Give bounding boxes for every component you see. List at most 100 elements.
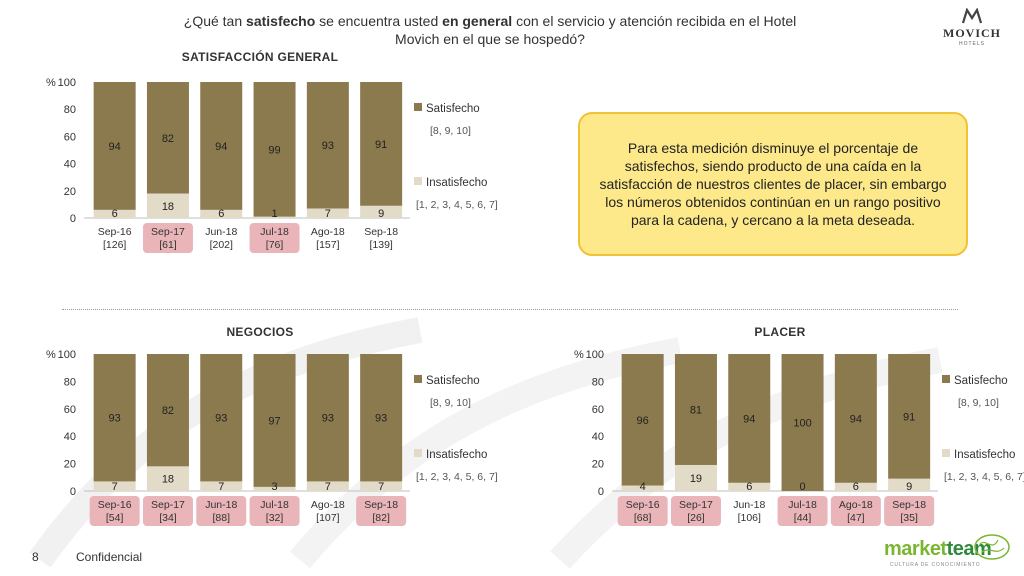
legend-detail-insatisfecho: [1, 2, 3, 4, 5, 6, 7] bbox=[416, 471, 498, 483]
data-label-satisfecho: 81 bbox=[690, 404, 702, 416]
x-tick-label: Jul-18 bbox=[788, 499, 817, 511]
x-tick-label: Sep-17 bbox=[679, 499, 713, 511]
sample-base-label: [34] bbox=[159, 512, 177, 524]
bar-insatisfecho bbox=[834, 482, 877, 491]
legend-swatch-insatisfecho bbox=[414, 449, 422, 457]
data-label-satisfecho: 94 bbox=[850, 413, 862, 425]
data-label-satisfecho: 93 bbox=[322, 413, 334, 425]
legend-label-insatisfecho: Insatisfecho bbox=[426, 177, 487, 189]
y-tick-label: 80 bbox=[64, 104, 76, 116]
data-label-satisfecho: 94 bbox=[215, 141, 227, 153]
data-label-insatisfecho: 0 bbox=[799, 481, 805, 493]
legend-swatch-insatisfecho bbox=[942, 449, 950, 457]
x-tick-label: Sep-17 bbox=[151, 226, 185, 238]
section-divider bbox=[62, 309, 958, 310]
y-tick-label: 20 bbox=[64, 459, 76, 471]
brain-icon bbox=[974, 534, 1010, 560]
x-tick-label: Jul-18 bbox=[260, 226, 289, 238]
category-highlight bbox=[249, 496, 300, 526]
page-title: ¿Qué tan satisfecho se encuentra usted e… bbox=[183, 13, 797, 47]
legend-label-satisfecho: Satisfecho bbox=[426, 103, 480, 115]
bar-insatisfecho bbox=[200, 481, 243, 491]
category-highlight bbox=[670, 496, 721, 526]
data-label-insatisfecho: 7 bbox=[218, 481, 224, 493]
data-label-insatisfecho: 6 bbox=[218, 208, 224, 220]
chart-title-placer: PLACER bbox=[754, 325, 806, 339]
sample-base-label: [106] bbox=[738, 512, 761, 524]
bar-insatisfecho bbox=[253, 216, 296, 218]
y-tick-label: 100 bbox=[58, 77, 76, 89]
y-axis-label: % bbox=[46, 77, 56, 89]
sample-base-label: [47] bbox=[847, 512, 865, 524]
bar-insatisfecho bbox=[360, 481, 403, 491]
category-highlight bbox=[249, 223, 300, 253]
bar-satisfecho bbox=[93, 354, 136, 482]
data-label-insatisfecho: 3 bbox=[271, 481, 277, 493]
data-label-insatisfecho: 7 bbox=[112, 481, 118, 493]
bar-satisfecho bbox=[306, 82, 349, 209]
bar-satisfecho bbox=[253, 354, 296, 487]
x-tick-label: Sep-16 bbox=[98, 226, 132, 238]
category-highlight bbox=[196, 496, 247, 526]
data-label-insatisfecho: 7 bbox=[325, 481, 331, 493]
y-tick-label: 20 bbox=[64, 186, 76, 198]
data-label-satisfecho: 93 bbox=[375, 413, 387, 425]
x-tick-label: Sep-16 bbox=[626, 499, 660, 511]
bar-satisfecho bbox=[621, 354, 664, 486]
legend-swatch-satisfecho bbox=[414, 375, 422, 383]
bar-satisfecho bbox=[253, 82, 296, 217]
x-tick-label: Sep-18 bbox=[364, 226, 398, 238]
bar-satisfecho bbox=[834, 354, 877, 483]
sample-base-label: [126] bbox=[103, 239, 126, 251]
y-tick-label: 80 bbox=[64, 376, 76, 388]
legend-detail-insatisfecho: [1, 2, 3, 4, 5, 6, 7] bbox=[416, 199, 498, 211]
data-label-satisfecho: 100 bbox=[793, 418, 811, 430]
y-tick-label: 0 bbox=[598, 486, 604, 498]
y-tick-label: 40 bbox=[64, 159, 76, 171]
x-tick-label: Sep-18 bbox=[892, 499, 926, 511]
y-tick-label: 20 bbox=[592, 459, 604, 471]
legend-swatch-insatisfecho bbox=[414, 177, 422, 185]
sample-base-label: [82] bbox=[372, 512, 390, 524]
legend-detail-insatisfecho: [1, 2, 3, 4, 5, 6, 7] bbox=[944, 471, 1024, 483]
data-label-insatisfecho: 9 bbox=[906, 481, 912, 493]
callout-text: Para esta medición disminuye el porcenta… bbox=[599, 140, 947, 228]
category-highlight bbox=[89, 496, 140, 526]
bar-insatisfecho bbox=[674, 464, 717, 491]
category-highlight bbox=[142, 496, 193, 526]
y-tick-label: 40 bbox=[592, 431, 604, 443]
category-highlight bbox=[356, 496, 407, 526]
data-label-insatisfecho: 6 bbox=[853, 481, 859, 493]
data-label-satisfecho: 91 bbox=[903, 411, 915, 423]
y-tick-label: 100 bbox=[586, 349, 604, 361]
sample-base-label: [54] bbox=[106, 512, 124, 524]
data-label-satisfecho: 94 bbox=[109, 141, 121, 153]
legend-label-satisfecho: Satisfecho bbox=[954, 375, 1008, 387]
bar-insatisfecho bbox=[200, 209, 243, 218]
bar-insatisfecho bbox=[93, 481, 136, 491]
y-tick-label: 60 bbox=[592, 404, 604, 416]
sample-base-label: [26] bbox=[687, 512, 705, 524]
y-tick-label: 0 bbox=[70, 486, 76, 498]
bar-satisfecho bbox=[200, 354, 243, 482]
bar-satisfecho bbox=[360, 82, 403, 206]
bar-satisfecho bbox=[674, 354, 717, 465]
category-highlight bbox=[884, 496, 935, 526]
data-label-satisfecho: 91 bbox=[375, 139, 387, 151]
sample-base-label: [107] bbox=[316, 512, 339, 524]
x-tick-label: Jun-18 bbox=[205, 226, 237, 238]
sample-base-label: [139] bbox=[369, 239, 392, 251]
data-label-satisfecho: 94 bbox=[743, 413, 755, 425]
sample-base-label: [202] bbox=[210, 239, 233, 251]
x-tick-label: Ago-18 bbox=[839, 499, 873, 511]
sample-base-label: [68] bbox=[634, 512, 652, 524]
y-tick-label: 60 bbox=[64, 131, 76, 143]
bar-insatisfecho bbox=[253, 486, 296, 491]
data-label-insatisfecho: 18 bbox=[162, 201, 174, 213]
data-label-satisfecho: 93 bbox=[109, 413, 121, 425]
data-label-insatisfecho: 6 bbox=[746, 481, 752, 493]
bar-satisfecho bbox=[728, 354, 771, 483]
data-label-satisfecho: 82 bbox=[162, 405, 174, 417]
legend-label-insatisfecho: Insatisfecho bbox=[954, 449, 1015, 461]
